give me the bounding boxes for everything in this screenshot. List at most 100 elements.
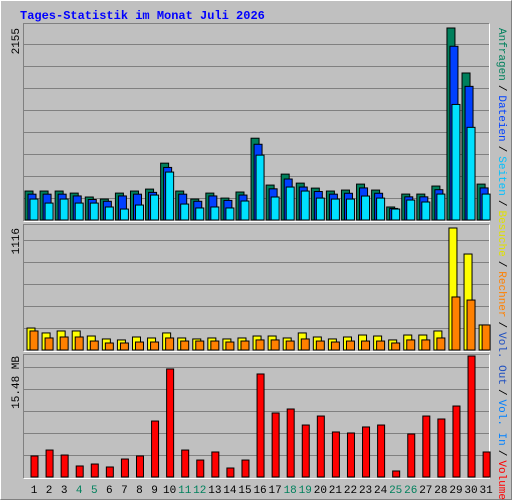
bar <box>331 431 340 478</box>
x-tick-label: 1 <box>31 485 38 497</box>
bar <box>44 202 54 221</box>
bar <box>406 339 416 351</box>
x-tick-label: 21 <box>329 485 343 497</box>
plot-border <box>23 354 490 479</box>
x-tick-label: 12 <box>193 485 206 497</box>
bar <box>436 193 446 221</box>
legend-separator: / <box>495 450 507 457</box>
bar <box>330 198 340 221</box>
bar <box>256 373 265 478</box>
bar <box>270 196 280 221</box>
y-tick-label: 15.48 MB <box>11 356 23 409</box>
bar <box>300 190 310 221</box>
x-tick-label: 19 <box>299 485 312 497</box>
legend-entry: Dateien <box>495 95 507 141</box>
bar <box>165 171 175 221</box>
bar <box>135 455 144 478</box>
bar <box>407 433 416 478</box>
bar <box>165 337 175 351</box>
bar <box>437 418 446 478</box>
bar <box>421 339 431 351</box>
bar <box>482 451 491 478</box>
bar <box>270 339 280 351</box>
legend-separator: / <box>495 146 507 153</box>
legend-separator: / <box>495 200 507 207</box>
legend-entry: Rechner <box>495 271 507 317</box>
x-tick-label: 31 <box>479 485 493 497</box>
bar <box>300 338 310 351</box>
bar <box>345 340 355 351</box>
bar <box>271 412 280 478</box>
bar <box>467 355 476 478</box>
legend-separator: / <box>495 261 507 268</box>
bar <box>481 193 491 221</box>
bar <box>362 426 371 478</box>
y-tick-label: 2155 <box>11 28 23 54</box>
bar <box>90 463 99 478</box>
x-tick-label: 23 <box>359 485 372 497</box>
x-tick-label: 17 <box>269 485 282 497</box>
x-tick-label: 10 <box>163 485 176 497</box>
plot-border <box>23 224 490 352</box>
legend-entry: Vol. Out <box>495 332 507 385</box>
x-tick-label: 15 <box>238 485 251 497</box>
plot-border <box>23 23 490 222</box>
plot-border <box>23 224 490 352</box>
bar <box>240 200 250 221</box>
bar <box>316 415 325 478</box>
bar <box>391 342 401 351</box>
bar <box>255 339 265 351</box>
plot-area <box>23 354 490 479</box>
x-tick-label: 13 <box>208 485 221 497</box>
bar <box>29 330 39 351</box>
legend-entry: Volumen <box>495 460 507 500</box>
x-tick-label: 18 <box>284 485 297 497</box>
bar <box>466 299 476 351</box>
plot-area <box>23 224 490 352</box>
legend-entry: Vol. In <box>495 400 507 446</box>
bar <box>74 202 84 221</box>
x-tick-label: 16 <box>253 485 266 497</box>
bar <box>166 368 175 478</box>
bar <box>391 208 401 221</box>
bar <box>210 206 220 221</box>
bar <box>376 340 386 351</box>
bar <box>345 198 355 221</box>
bar <box>255 154 265 221</box>
bar <box>315 197 325 221</box>
bar <box>241 459 250 478</box>
bar <box>240 340 250 351</box>
legend-separator: / <box>495 322 507 329</box>
bar <box>105 466 114 478</box>
x-tick-label: 8 <box>136 485 143 497</box>
x-tick-label: 25 <box>389 485 402 497</box>
bar <box>30 455 39 478</box>
x-tick-label: 24 <box>374 485 388 497</box>
bar <box>421 201 431 221</box>
bar <box>60 454 69 478</box>
bar <box>104 342 114 351</box>
bar <box>315 340 325 351</box>
bar <box>150 194 160 221</box>
x-tick-label: 2 <box>46 485 53 497</box>
x-tick-label: 28 <box>434 485 447 497</box>
bar <box>451 103 461 221</box>
bar <box>29 198 39 221</box>
bar <box>195 207 205 221</box>
bar <box>75 465 84 478</box>
bar <box>452 405 461 478</box>
bar <box>376 197 386 221</box>
bar <box>180 203 190 221</box>
bar <box>151 420 160 478</box>
legend-entry: Besuche <box>495 210 507 256</box>
legend-separator: / <box>495 389 507 396</box>
bar <box>286 408 295 478</box>
bar <box>134 204 144 221</box>
x-tick-label: 27 <box>419 485 432 497</box>
bar <box>119 342 129 351</box>
x-tick-label: 26 <box>404 485 417 497</box>
plot-border <box>23 23 490 222</box>
x-tick-label: 22 <box>344 485 357 497</box>
x-tick-label: 7 <box>121 485 128 497</box>
